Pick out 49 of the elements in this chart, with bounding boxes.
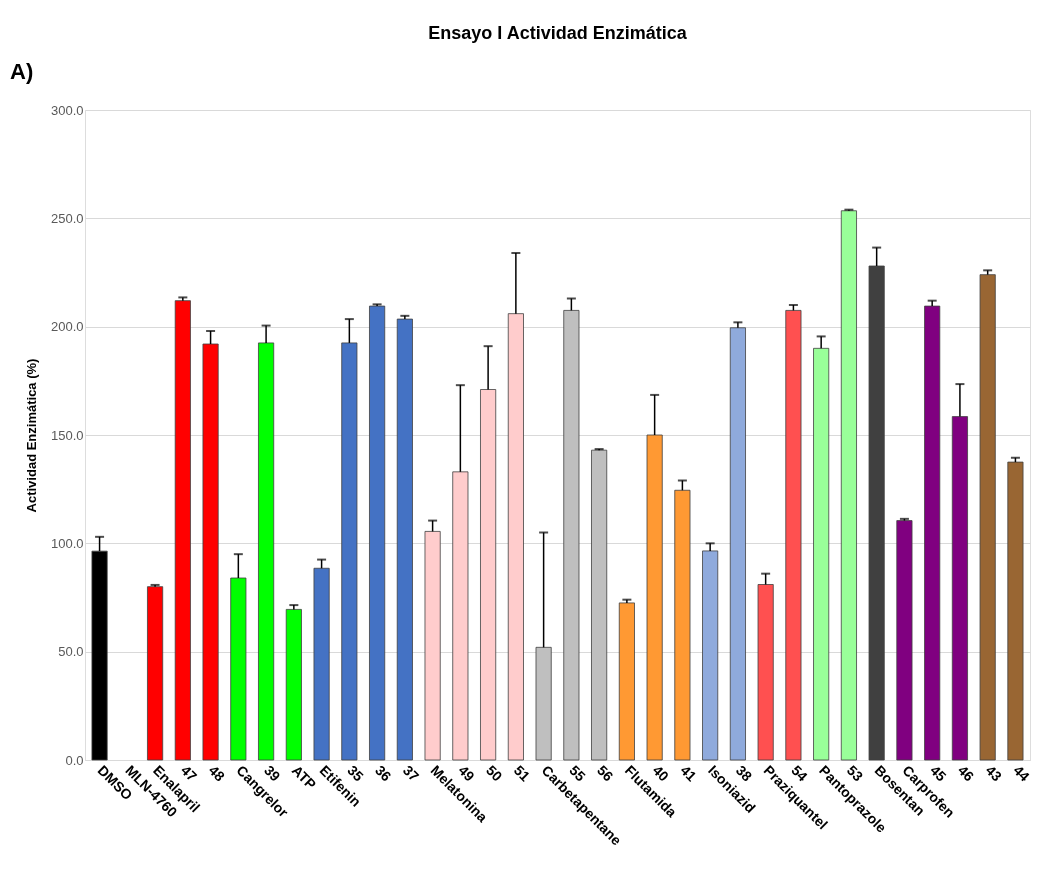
- bar: [785, 310, 802, 761]
- y-tick-label: 200.0: [50, 319, 84, 335]
- bar: [507, 313, 524, 761]
- bar: [174, 300, 191, 761]
- bar: [591, 449, 608, 761]
- text: A): [10, 59, 34, 84]
- x-tick-label: 48: [205, 762, 229, 785]
- y-tick-label: 300.0: [50, 102, 84, 118]
- x-tick-label: 41: [677, 762, 700, 785]
- bar: [563, 310, 580, 761]
- bar: [757, 584, 774, 761]
- y-tick-label: 250.0: [50, 210, 84, 226]
- bar: [424, 531, 441, 761]
- bar: [480, 389, 497, 761]
- bar: [840, 210, 857, 761]
- bar: [369, 305, 386, 761]
- bar: [618, 602, 635, 761]
- y-axis-title: Actividad Enzimática (%): [23, 358, 39, 513]
- bar: [341, 342, 358, 761]
- x-tick-label: 44: [1010, 762, 1033, 785]
- x-tick-label: ATP: [288, 762, 320, 793]
- bar: [646, 434, 663, 761]
- y-tick-label: 150.0: [50, 427, 84, 443]
- x-tick-label: 43: [982, 762, 1006, 785]
- bar: [951, 416, 968, 761]
- bar: [147, 586, 164, 761]
- x-tick-label: 46: [954, 762, 978, 785]
- bar: [258, 342, 275, 761]
- bar: [452, 471, 469, 761]
- x-tick-label: 51: [510, 762, 534, 785]
- bar: [868, 265, 885, 761]
- x-tick-label: 37: [399, 762, 423, 785]
- bar: [674, 489, 691, 761]
- bar: [924, 305, 941, 761]
- y-tick-label: 0.0: [65, 752, 84, 768]
- y-tick-label: 50.0: [58, 644, 84, 660]
- chart-title: Ensayo I Actividad Enzimática: [428, 23, 688, 43]
- x-tick-label: 36: [372, 762, 395, 785]
- y-tick-label: 100.0: [50, 535, 84, 551]
- bar: [202, 343, 219, 761]
- bar: [313, 567, 330, 761]
- bar: [396, 318, 413, 761]
- bar: [230, 577, 247, 761]
- bar: [813, 347, 830, 761]
- bar: [896, 520, 913, 761]
- x-tick-label: 50: [483, 762, 506, 785]
- bar: [729, 327, 746, 761]
- bar: [535, 646, 552, 761]
- bar: [702, 550, 719, 761]
